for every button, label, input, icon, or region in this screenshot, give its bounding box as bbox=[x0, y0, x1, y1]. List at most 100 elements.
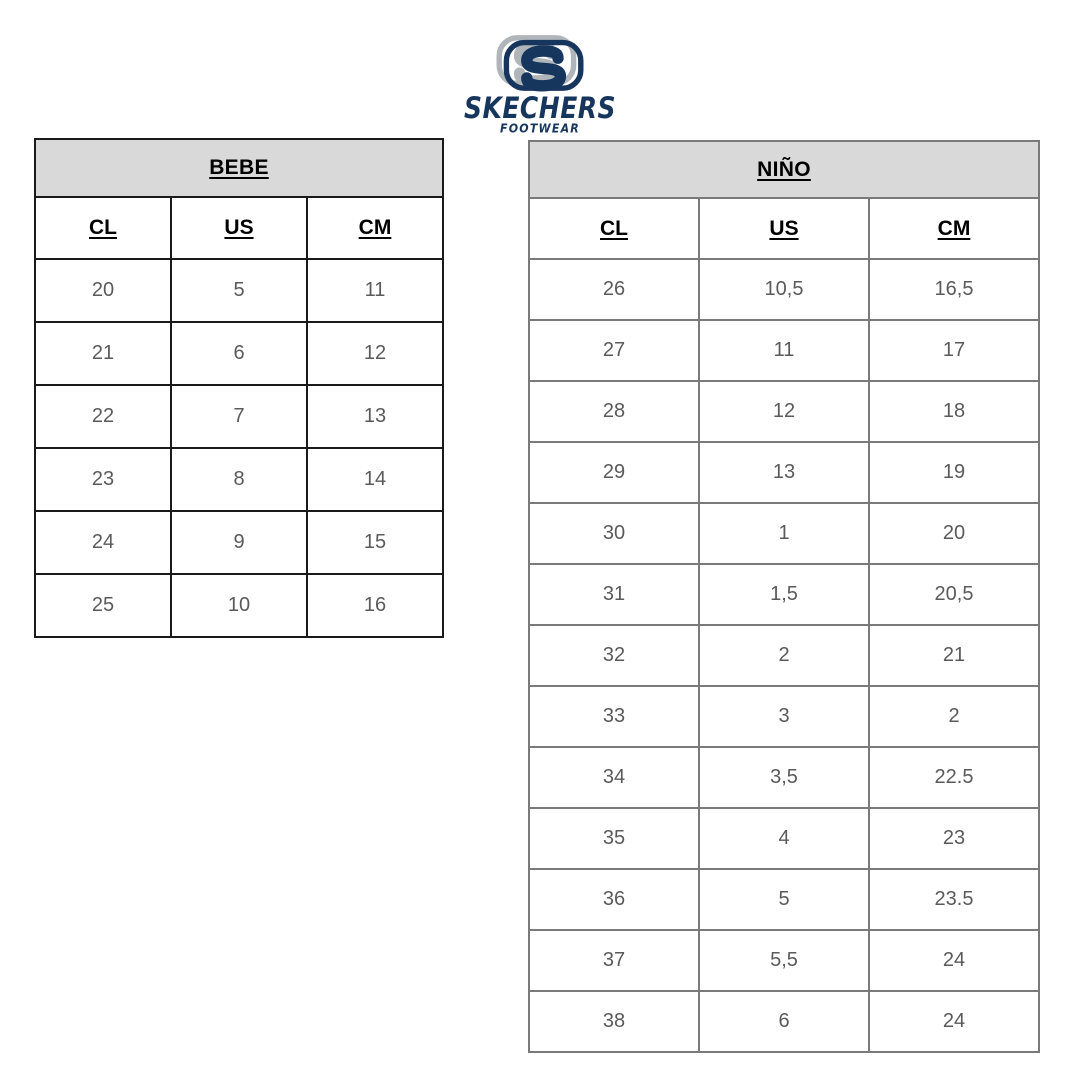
cell-cl: 36 bbox=[528, 868, 700, 931]
cell-us: 10 bbox=[170, 573, 308, 638]
cell-us: 13 bbox=[698, 441, 870, 504]
cell-cm: 13 bbox=[306, 384, 444, 449]
table-row: 33 3 2 bbox=[528, 685, 1040, 748]
table-title-text: NIÑO bbox=[757, 157, 811, 181]
cell-us: 6 bbox=[170, 321, 308, 386]
cell-us: 5 bbox=[698, 868, 870, 931]
column-header-text: US bbox=[224, 216, 254, 239]
size-table-nino: NIÑO CL US CM 26 10,5 16,5 27 11 17 28 12 18 29 13 19 30… bbox=[528, 140, 1040, 1053]
table-row: 21 6 12 bbox=[34, 321, 444, 386]
cell-cm: 14 bbox=[306, 447, 444, 512]
size-table-bebe-body: BEBE CL US CM 20 5 11 21 6 12 22 7 13 23 8 14 24 9 15 25 10 1… bbox=[34, 138, 444, 638]
cell-us: 7 bbox=[170, 384, 308, 449]
cell-cl: 22 bbox=[34, 384, 172, 449]
cell-cm: 24 bbox=[868, 929, 1040, 992]
logo-brand-text: SKECHERS bbox=[463, 90, 617, 125]
size-table-nino-body: NIÑO CL US CM 26 10,5 16,5 27 11 17 28 12 18 29 13 19 30… bbox=[528, 140, 1040, 1053]
cell-us: 5 bbox=[170, 258, 308, 323]
cell-us: 3,5 bbox=[698, 746, 870, 809]
cell-cm: 17 bbox=[868, 319, 1040, 382]
column-header-text: CL bbox=[89, 216, 117, 239]
table-row: 36 5 23.5 bbox=[528, 868, 1040, 931]
cell-cl: 30 bbox=[528, 502, 700, 565]
table-row: 27 11 17 bbox=[528, 319, 1040, 382]
skechers-logo: SKECHERS FOOTWEAR bbox=[0, 34, 1080, 136]
column-header-cl: CL bbox=[528, 197, 700, 260]
cell-us: 12 bbox=[698, 380, 870, 443]
logo-wordmark: SKECHERS FOOTWEAR bbox=[463, 90, 617, 136]
column-header-text: US bbox=[769, 216, 799, 240]
table-row: 23 8 14 bbox=[34, 447, 444, 512]
table-row: 31 1,5 20,5 bbox=[528, 563, 1040, 626]
table-row: 32 2 21 bbox=[528, 624, 1040, 687]
table-row: 37 5,5 24 bbox=[528, 929, 1040, 992]
size-table-bebe: BEBE CL US CM 20 5 11 21 6 12 22 7 13 23 8 14 24 9 15 25 10 1… bbox=[34, 138, 444, 638]
cell-us: 11 bbox=[698, 319, 870, 382]
column-header-cl: CL bbox=[34, 196, 172, 260]
cell-us: 10,5 bbox=[698, 258, 870, 321]
cell-cl: 31 bbox=[528, 563, 700, 626]
table-title-text: BEBE bbox=[209, 156, 269, 179]
cell-cm: 11 bbox=[306, 258, 444, 323]
cell-us: 5,5 bbox=[698, 929, 870, 992]
table-title-row: BEBE bbox=[34, 138, 444, 198]
cell-us: 2 bbox=[698, 624, 870, 687]
cell-cm: 22.5 bbox=[868, 746, 1040, 809]
column-header-cm: CM bbox=[306, 196, 444, 260]
column-header-text: CM bbox=[358, 216, 392, 239]
table-header-row: CL US CM bbox=[528, 197, 1040, 260]
cell-cl: 32 bbox=[528, 624, 700, 687]
cell-us: 3 bbox=[698, 685, 870, 748]
cell-cm: 20 bbox=[868, 502, 1040, 565]
column-header-text: CM bbox=[937, 216, 971, 240]
table-row: 22 7 13 bbox=[34, 384, 444, 449]
cell-cm: 16 bbox=[306, 573, 444, 638]
skechers-s-emblem bbox=[496, 35, 584, 92]
cell-cm: 21 bbox=[868, 624, 1040, 687]
table-row: 38 6 24 bbox=[528, 990, 1040, 1053]
table-row: 29 13 19 bbox=[528, 441, 1040, 504]
cell-cl: 34 bbox=[528, 746, 700, 809]
cell-cm: 24 bbox=[868, 990, 1040, 1053]
table-row: 24 9 15 bbox=[34, 510, 444, 575]
cell-cl: 29 bbox=[528, 441, 700, 504]
column-header-us: US bbox=[170, 196, 308, 260]
table-row: 28 12 18 bbox=[528, 380, 1040, 443]
cell-cl: 37 bbox=[528, 929, 700, 992]
cell-cl: 26 bbox=[528, 258, 700, 321]
logo-sub-text: FOOTWEAR bbox=[500, 121, 580, 136]
table-row: 20 5 11 bbox=[34, 258, 444, 323]
table-row: 30 1 20 bbox=[528, 502, 1040, 565]
table-row: 25 10 16 bbox=[34, 573, 444, 638]
table-header-row: CL US CM bbox=[34, 196, 444, 260]
cell-cm: 15 bbox=[306, 510, 444, 575]
column-header-text: CL bbox=[600, 216, 628, 240]
table-row: 35 4 23 bbox=[528, 807, 1040, 870]
cell-us: 6 bbox=[698, 990, 870, 1053]
cell-us: 9 bbox=[170, 510, 308, 575]
table-title-row: NIÑO bbox=[528, 140, 1040, 199]
cell-cl: 21 bbox=[34, 321, 172, 386]
cell-us: 8 bbox=[170, 447, 308, 512]
table-row: 34 3,5 22.5 bbox=[528, 746, 1040, 809]
cell-us: 4 bbox=[698, 807, 870, 870]
cell-us: 1 bbox=[698, 502, 870, 565]
table-title: BEBE bbox=[34, 138, 444, 198]
table-title: NIÑO bbox=[528, 140, 1040, 199]
cell-cm: 20,5 bbox=[868, 563, 1040, 626]
cell-cl: 24 bbox=[34, 510, 172, 575]
cell-cm: 12 bbox=[306, 321, 444, 386]
cell-cm: 2 bbox=[868, 685, 1040, 748]
cell-cl: 23 bbox=[34, 447, 172, 512]
cell-cm: 16,5 bbox=[868, 258, 1040, 321]
cell-cm: 23 bbox=[868, 807, 1040, 870]
column-header-cm: CM bbox=[868, 197, 1040, 260]
table-row: 26 10,5 16,5 bbox=[528, 258, 1040, 321]
cell-us: 1,5 bbox=[698, 563, 870, 626]
cell-cl: 27 bbox=[528, 319, 700, 382]
cell-cm: 23.5 bbox=[868, 868, 1040, 931]
cell-cm: 19 bbox=[868, 441, 1040, 504]
cell-cl: 35 bbox=[528, 807, 700, 870]
column-header-us: US bbox=[698, 197, 870, 260]
cell-cl: 28 bbox=[528, 380, 700, 443]
